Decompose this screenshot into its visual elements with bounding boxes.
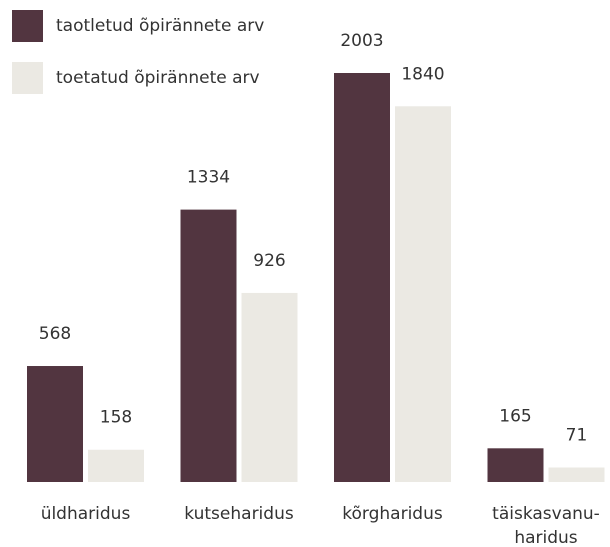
value-label: 1840 xyxy=(401,64,444,84)
value-label: 158 xyxy=(100,408,132,428)
category-label: kõrgharidus xyxy=(342,504,443,524)
legend-swatch xyxy=(12,62,43,94)
category-label: kutseharidus xyxy=(184,504,294,524)
bar xyxy=(180,209,237,482)
value-label: 71 xyxy=(566,426,588,446)
bar xyxy=(487,448,544,482)
value-label: 165 xyxy=(499,406,531,426)
bar xyxy=(395,106,451,483)
legend-label: toetatud õpirännete arv xyxy=(56,68,260,88)
bar xyxy=(27,366,83,482)
bar xyxy=(548,467,605,482)
bar xyxy=(241,292,298,482)
value-label: 2003 xyxy=(340,31,383,51)
value-label: 1334 xyxy=(187,168,230,188)
legend-swatch xyxy=(12,10,43,42)
bar xyxy=(334,73,390,482)
legend-label: taotletud õpirännete arv xyxy=(56,16,264,36)
category-label: täiskasvanu- haridus xyxy=(492,504,600,547)
value-label: 568 xyxy=(39,324,71,344)
bar xyxy=(88,449,144,482)
value-label: 926 xyxy=(253,251,285,271)
category-label: üldharidus xyxy=(40,504,131,524)
